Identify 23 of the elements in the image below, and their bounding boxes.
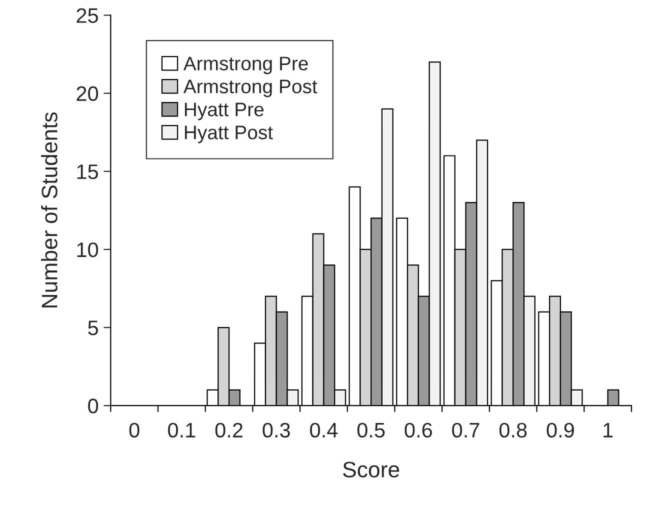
y-axis-title: Number of Students — [41, 112, 58, 308]
x-tick-label: 0.3 — [262, 422, 290, 438]
x-tick-label: 0 — [129, 422, 140, 438]
x-tick-label: 0.1 — [168, 422, 196, 438]
x-axis-title: Score — [343, 462, 400, 478]
x-tick-label: 0.2 — [215, 422, 242, 438]
x-tick-label: 1 — [604, 423, 613, 438]
x-tick-label: 0.7 — [452, 422, 480, 438]
x-tick-label: 0.4 — [310, 422, 338, 438]
x-tick-label: 0.9 — [546, 422, 574, 438]
x-tick-label: 0.8 — [499, 422, 527, 438]
y-tick-label: 20 — [76, 86, 98, 102]
y-tick-label: 0 — [88, 398, 98, 414]
x-tick-label: 0.5 — [357, 422, 385, 438]
legend-label: Hyatt Post — [184, 126, 273, 144]
y-tick-label: 5 — [88, 320, 98, 336]
legend-label: Hyatt Pre — [184, 102, 264, 120]
y-tick-label: 25 — [76, 8, 98, 23]
legend-label: Armstrong Post — [183, 80, 318, 98]
y-tick-label: 15 — [77, 164, 98, 180]
legend-label: Armstrong Pre — [183, 56, 308, 74]
x-tick-label: 0.6 — [404, 422, 432, 438]
y-tick-label: 10 — [77, 242, 98, 258]
